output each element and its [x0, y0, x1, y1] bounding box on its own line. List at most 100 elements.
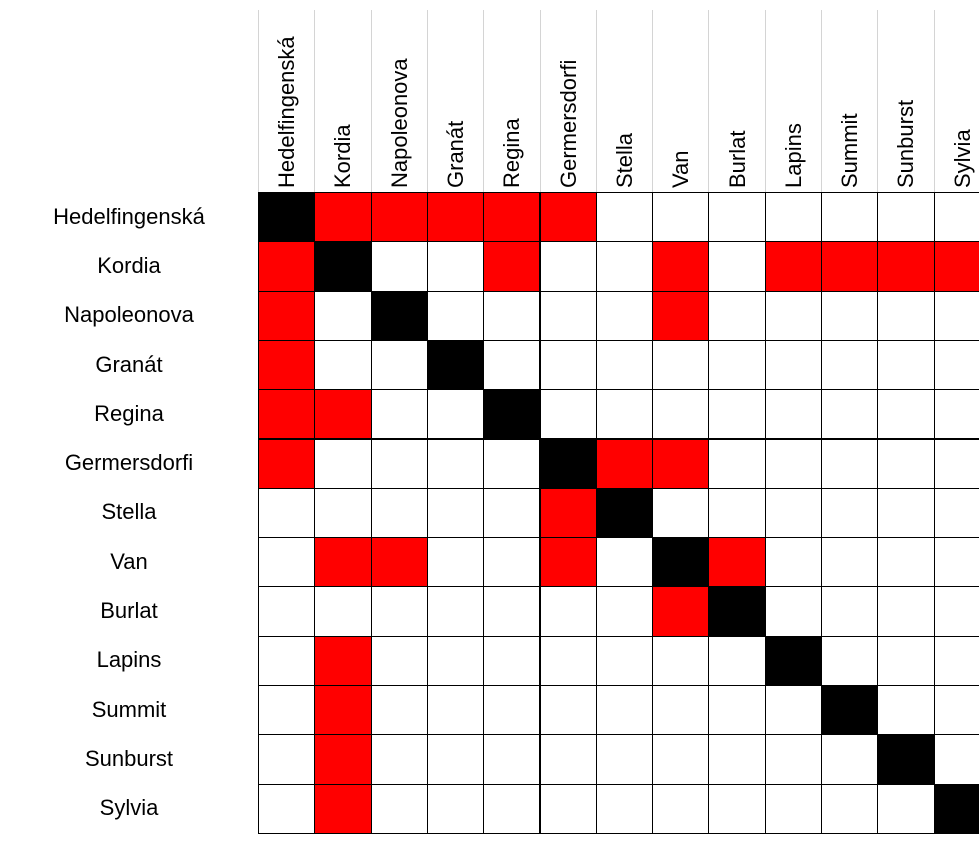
empty-cell [821, 586, 879, 637]
empty-cell [708, 487, 766, 539]
empty-cell [483, 783, 541, 834]
empty-cell [933, 339, 979, 391]
empty-cell [652, 783, 710, 834]
marked-cell [652, 586, 710, 637]
row-header-label: Granát [95, 351, 163, 377]
marked-cell [258, 438, 316, 489]
empty-cell [483, 734, 541, 785]
empty-cell [877, 290, 935, 341]
empty-cell [426, 635, 485, 686]
column-header-label: Regina [499, 118, 525, 188]
empty-cell [708, 734, 766, 785]
column-header-label: Sylvia [949, 129, 975, 188]
diagonal-cell [426, 339, 485, 391]
marked-cell [314, 537, 372, 588]
column-header: Granát [426, 10, 483, 192]
empty-cell [708, 438, 766, 489]
empty-cell [539, 685, 597, 736]
column-header: Hedelfingenská [258, 10, 314, 192]
empty-cell [258, 586, 316, 637]
empty-cell [877, 783, 935, 834]
empty-cell [426, 783, 485, 834]
marked-cell [370, 537, 428, 588]
column-header-label: Sunburst [893, 99, 919, 188]
empty-cell [764, 685, 822, 736]
empty-cell [539, 290, 597, 341]
empty-cell [708, 290, 766, 341]
empty-cell [595, 685, 654, 736]
marked-cell [258, 241, 316, 292]
empty-cell [426, 685, 485, 736]
empty-cell [933, 734, 979, 785]
empty-cell [764, 586, 822, 637]
marked-cell [314, 635, 372, 686]
empty-cell [652, 487, 710, 539]
empty-cell [821, 438, 879, 489]
empty-cell [652, 339, 710, 391]
column-header: Van [652, 10, 708, 192]
empty-cell [595, 339, 654, 391]
row-header-label: Regina [94, 400, 164, 426]
empty-cell [483, 290, 541, 341]
empty-cell [370, 783, 428, 834]
marked-cell [258, 389, 316, 440]
empty-cell [370, 734, 428, 785]
empty-cell [258, 685, 316, 736]
empty-cell [821, 339, 879, 391]
diagonal-cell [595, 487, 654, 539]
empty-cell [314, 487, 372, 539]
diagonal-cell [652, 537, 710, 588]
empty-cell [764, 389, 822, 440]
empty-cell [933, 290, 979, 341]
marked-cell [595, 438, 654, 489]
empty-cell [595, 734, 654, 785]
empty-cell [595, 783, 654, 834]
empty-cell [652, 734, 710, 785]
column-header-label: Granát [443, 120, 469, 188]
empty-cell [426, 241, 485, 292]
empty-cell [595, 586, 654, 637]
empty-cell [821, 635, 879, 686]
row-header-label: Hedelfingenská [53, 203, 205, 229]
empty-cell [933, 537, 979, 588]
column-header-label: Kordia [330, 124, 356, 188]
row-header-label: Sylvia [99, 795, 159, 821]
empty-cell [764, 192, 822, 243]
diagonal-cell [933, 783, 979, 834]
empty-cell [258, 487, 316, 539]
marked-cell [370, 192, 428, 243]
empty-cell [483, 339, 541, 391]
empty-cell [877, 635, 935, 686]
empty-cell [258, 635, 316, 686]
empty-cell [933, 586, 979, 637]
empty-cell [877, 389, 935, 440]
row-header-label: Van [110, 548, 148, 574]
diagonal-cell [877, 734, 935, 785]
empty-cell [370, 389, 428, 440]
empty-cell [370, 438, 428, 489]
marked-cell [652, 290, 710, 341]
empty-cell [426, 734, 485, 785]
diagonal-cell [539, 438, 597, 489]
empty-cell [877, 487, 935, 539]
empty-cell [539, 586, 597, 637]
empty-cell [370, 339, 428, 391]
empty-cell [595, 290, 654, 341]
empty-cell [652, 389, 710, 440]
empty-cell [483, 635, 541, 686]
diagonal-cell [314, 241, 372, 292]
empty-cell [877, 685, 935, 736]
marked-cell [426, 192, 485, 243]
empty-cell [370, 487, 428, 539]
empty-cell [764, 438, 822, 489]
empty-cell [483, 537, 541, 588]
empty-cell [933, 685, 979, 736]
empty-cell [821, 290, 879, 341]
marked-cell [483, 192, 541, 243]
empty-cell [764, 734, 822, 785]
empty-cell [483, 487, 541, 539]
empty-cell [933, 635, 979, 686]
empty-cell [708, 685, 766, 736]
empty-cell [821, 783, 879, 834]
marked-cell [652, 438, 710, 489]
